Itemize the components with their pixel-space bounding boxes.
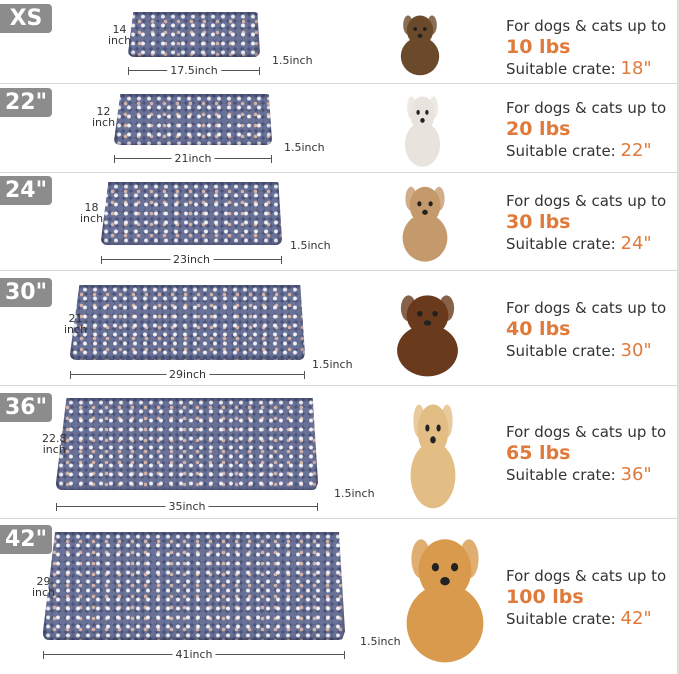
depth-unit: inch <box>64 323 88 336</box>
golden-retriever-image <box>406 539 484 663</box>
pet-size-info: For dogs & cats up to 30 lbs Suitable crat… <box>506 191 666 255</box>
width-label: 21inch <box>171 152 215 165</box>
depth-value: 18 <box>84 201 99 214</box>
crate-label: Suitable crate: <box>506 610 621 628</box>
height-label: 1.5inch <box>334 487 375 500</box>
depth-unit: inch <box>32 586 56 599</box>
size-tag: 24" <box>0 176 52 205</box>
size-tag: XS <box>0 4 52 33</box>
pet-type-text: For dogs & cats up to <box>506 299 667 317</box>
size-row: 42" 29 inch 1.5inch 41inch For dogs & cats up… <box>0 518 677 674</box>
max-weight: 65 lbs <box>506 442 571 464</box>
max-weight: 10 lbs <box>506 36 571 58</box>
width-measure-line: 29inch <box>70 368 305 381</box>
size-row: XS 14 inch 1.5inch 17.5inch For dogs & cats u… <box>0 0 677 84</box>
max-weight: 40 lbs <box>506 318 571 340</box>
pet-type-text: For dogs & cats up to <box>506 423 667 441</box>
crate-label: Suitable crate: <box>506 235 621 253</box>
height-label: 1.5inch <box>360 635 401 648</box>
pet-mat-image <box>114 94 272 145</box>
crate-line: Suitable crate: 30" <box>506 340 666 362</box>
pet-mat-image <box>101 182 282 245</box>
max-weight: 20 lbs <box>506 118 571 140</box>
depth-label: 21 inch <box>64 313 87 335</box>
crate-size: 24" <box>620 233 652 254</box>
crate-size: 42" <box>620 608 652 629</box>
crate-label: Suitable crate: <box>506 466 621 484</box>
pet-type-text: For dogs & cats up to <box>506 192 667 210</box>
width-measure-line: 35inch <box>56 500 318 513</box>
yorkshire-terrier-image <box>400 15 440 76</box>
crate-label: Suitable crate: <box>506 142 621 160</box>
pet-mat-image <box>128 12 260 57</box>
depth-value: 22.8 <box>42 432 67 445</box>
crate-label: Suitable crate: <box>506 60 621 78</box>
size-tag: 36" <box>0 393 52 422</box>
depth-label: 18 inch <box>80 202 103 224</box>
golden-retriever-puppy-image <box>410 404 456 509</box>
crate-line: Suitable crate: 36" <box>506 464 666 486</box>
size-row: 24" 18 inch 1.5inch 23inch For dogs & cats up… <box>0 172 677 271</box>
pet-mat-image <box>56 398 318 490</box>
pet-mat-image <box>43 532 345 640</box>
pet-size-info: For dogs & cats up to 10 lbs Suitable crat… <box>506 16 666 80</box>
depth-label: 12 inch <box>92 106 115 128</box>
pet-size-info: For dogs & cats up to 65 lbs Suitable crat… <box>506 422 666 486</box>
crate-size: 18" <box>620 58 652 79</box>
width-label: 29inch <box>165 368 210 381</box>
pet-type-text: For dogs & cats up to <box>506 99 667 117</box>
depth-unit: inch <box>92 116 116 129</box>
max-weight: 100 lbs <box>506 586 584 608</box>
pet-mat-image <box>70 285 305 360</box>
depth-value: 21 <box>68 312 83 325</box>
dachshund-image <box>397 295 458 377</box>
size-tag: 22" <box>0 88 52 117</box>
pet-size-info: For dogs & cats up to 100 lbs Suitable cra… <box>506 566 666 630</box>
depth-unit: inch <box>108 34 132 47</box>
height-label: 1.5inch <box>272 54 313 67</box>
depth-unit: inch <box>42 443 66 456</box>
width-label: 17.5inch <box>167 64 221 77</box>
depth-label: 22.8 inch <box>42 433 67 455</box>
depth-value: 14 <box>112 23 127 36</box>
max-weight: 30 lbs <box>506 211 571 233</box>
size-row: 30" 21 inch 1.5inch 29inch For dogs & cats up… <box>0 270 677 386</box>
crate-size: 22" <box>620 140 652 161</box>
width-label: 23inch <box>169 253 214 266</box>
height-label: 1.5inch <box>312 358 353 371</box>
height-label: 1.5inch <box>290 239 331 252</box>
size-tag: 30" <box>0 278 52 307</box>
depth-label: 14 inch <box>108 24 131 46</box>
depth-value: 12 <box>96 105 111 118</box>
pet-type-text: For dogs & cats up to <box>506 567 667 585</box>
width-measure-line: 17.5inch <box>128 64 260 77</box>
depth-value: 29 <box>36 575 51 588</box>
size-tag: 42" <box>0 525 52 554</box>
width-label: 41inch <box>172 648 216 661</box>
width-measure-line: 23inch <box>101 253 282 266</box>
depth-label: 29 inch <box>32 576 55 598</box>
width-measure-line: 41inch <box>43 648 345 661</box>
size-row: 36" 22.8 inch 1.5inch 35inch For dogs & cats … <box>0 385 677 519</box>
depth-unit: inch <box>80 212 104 225</box>
crate-line: Suitable crate: 24" <box>506 233 666 255</box>
crate-line: Suitable crate: 22" <box>506 140 666 162</box>
size-row: 22" 12 inch 1.5inch 21inch For dogs & cats up… <box>0 83 677 173</box>
pet-size-info: For dogs & cats up to 40 lbs Suitable crat… <box>506 298 666 362</box>
crate-line: Suitable crate: 18" <box>506 58 666 80</box>
pet-type-text: For dogs & cats up to <box>506 17 667 35</box>
width-measure-line: 21inch <box>114 152 272 165</box>
french-bulldog-image <box>402 186 448 262</box>
pet-size-info: For dogs & cats up to 20 lbs Suitable crat… <box>506 98 666 162</box>
crate-label: Suitable crate: <box>506 342 621 360</box>
height-label: 1.5inch <box>284 141 325 154</box>
ragdoll-cat-image <box>404 96 441 167</box>
crate-size: 36" <box>620 464 652 485</box>
crate-size: 30" <box>620 340 652 361</box>
crate-line: Suitable crate: 42" <box>506 608 666 630</box>
width-label: 35inch <box>165 500 209 513</box>
